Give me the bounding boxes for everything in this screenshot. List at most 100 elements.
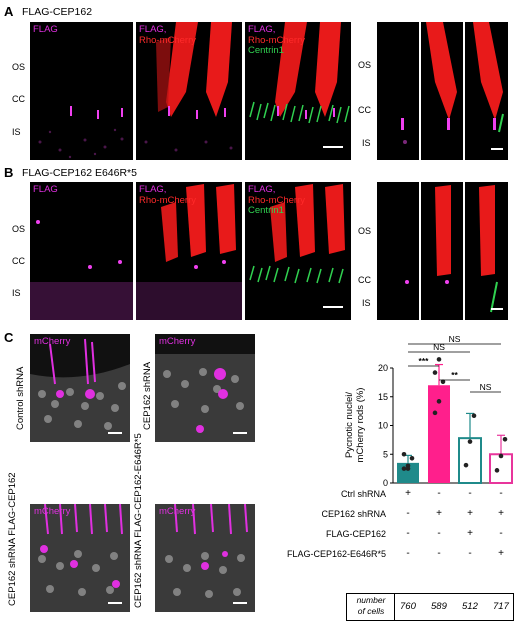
condition-label-rescue-wt: CEP162 shRNA FLAG-CEP162 <box>7 472 18 606</box>
micrograph-c-control: mCherry <box>30 334 130 442</box>
panel-c-letter: C <box>4 330 14 345</box>
tile-a3-label-1: FLAG, <box>248 24 276 35</box>
zoom-a-flag-rho <box>421 22 463 160</box>
tile-c-rescue-wt-label: mCherry <box>34 506 71 517</box>
tile-c-rescue-mut-label: mCherry <box>159 506 196 517</box>
bar <box>458 437 482 484</box>
data-point <box>498 453 504 459</box>
condition-sign: - <box>468 488 472 499</box>
bar <box>397 462 419 483</box>
y-axis-title: Pycnotic nuclei/ mCherry rods (%) <box>344 387 366 463</box>
condition-row-label: CEP162 shRNA <box>321 509 386 519</box>
zone-label-os-a-zoom: OS <box>358 60 372 70</box>
zone-label-is-b: IS <box>12 288 21 298</box>
tile-a1-label: FLAG <box>33 24 58 35</box>
data-point <box>432 370 438 375</box>
y-tick-label: 10 <box>378 421 388 431</box>
data-point <box>401 451 407 457</box>
tile-b3-label-2: Rho-mCherry <box>248 194 306 206</box>
y-tick-label: 5 <box>383 449 388 459</box>
tile-b2-label-1: FLAG, <box>139 184 167 195</box>
zoom-b-flag <box>377 182 419 320</box>
condition-sign: - <box>499 528 503 539</box>
data-point <box>432 410 438 416</box>
scale-bar <box>233 602 247 604</box>
zone-label-os-b: OS <box>12 224 26 234</box>
condition-sign: - <box>437 548 441 559</box>
micrograph-b-flag-rho: FLAG, Rho-mCherry <box>136 182 242 320</box>
zone-label-cc-b: CC <box>12 256 25 266</box>
condition-sign: + <box>467 528 473 539</box>
y-tick-label: 0 <box>383 478 388 488</box>
zone-label-is-a: IS <box>12 127 21 137</box>
scale-bar <box>491 308 503 310</box>
significance-label: NS <box>433 342 445 352</box>
condition-label-rescue-mut: CEP162 shRNA FLAG-CEP162-E646R*5 <box>133 433 144 608</box>
panel-a-letter: A <box>4 4 14 19</box>
scale-bar <box>108 432 122 434</box>
condition-sign: - <box>499 488 503 499</box>
condition-label-cep162-shrna: CEP162 shRNA <box>142 361 153 430</box>
data-point <box>467 439 473 444</box>
tile-b3-label-1: FLAG, <box>248 184 276 195</box>
zone-label-cc-a-zoom: CC <box>358 105 371 115</box>
panel-a-title: FLAG-CEP162 <box>22 6 93 18</box>
data-point <box>405 466 411 471</box>
bar <box>428 385 450 483</box>
condition-sign: - <box>406 548 410 559</box>
condition-sign: - <box>437 528 441 539</box>
micrograph-a-merge: FLAG, Rho-mCherry Centrin1 <box>245 22 351 160</box>
condition-sign: + <box>498 508 504 519</box>
bar <box>489 453 513 484</box>
micrograph-a-flag: FLAG <box>30 22 133 160</box>
condition-sign: + <box>436 508 442 519</box>
zoom-a-flag <box>377 22 419 160</box>
scale-bar <box>108 602 122 604</box>
data-point <box>436 357 442 362</box>
cell-count-value: 760 <box>400 601 416 612</box>
zone-label-os-a: OS <box>12 62 26 72</box>
tile-b3-label-3: Centrin1 <box>248 205 284 216</box>
data-point <box>471 413 477 419</box>
micrograph-b-flag: FLAG <box>30 182 133 320</box>
micrograph-c-cep162-shrna: mCherry <box>155 334 255 442</box>
condition-sign: - <box>406 528 410 539</box>
condition-sign: + <box>467 508 473 519</box>
zone-label-cc-a: CC <box>12 94 25 104</box>
data-point <box>409 455 415 461</box>
cell-count-value: 717 <box>493 601 509 612</box>
data-point <box>502 437 508 442</box>
tile-a2-label-2: Rho-mCherry <box>139 34 197 46</box>
zoom-a-merge <box>465 22 508 160</box>
tile-c-shrna-label: mCherry <box>159 336 196 347</box>
condition-sign: - <box>437 488 441 499</box>
data-point <box>405 463 411 469</box>
condition-sign: - <box>468 548 472 559</box>
tile-b1-label: FLAG <box>33 184 58 195</box>
data-point <box>494 468 500 473</box>
condition-row-label: FLAG-CEP162 <box>325 529 386 539</box>
cell-count-value: 512 <box>462 601 478 612</box>
zone-label-os-b-zoom: OS <box>358 226 372 236</box>
significance-label: NS <box>449 334 461 344</box>
cell-count-header: number of cells <box>356 595 386 616</box>
condition-row-label: FLAG-CEP162-E646R*5 <box>286 549 386 559</box>
significance-label: *** <box>419 356 430 366</box>
condition-sign: + <box>405 488 411 499</box>
condition-sign: - <box>406 508 410 519</box>
data-point <box>436 399 442 404</box>
tile-a3-label-2: Rho-mCherry <box>248 34 306 46</box>
data-point <box>401 466 407 471</box>
panel-b-letter: B <box>4 165 14 180</box>
scale-bar <box>323 306 343 308</box>
cell-count-table: number of cells 760 589 512 717 <box>346 593 514 621</box>
micrograph-a-flag-rho: FLAG, Rho-mCherry <box>136 22 242 160</box>
data-point <box>440 379 446 385</box>
significance-label: NS <box>480 382 492 392</box>
zoom-b-merge <box>465 182 508 320</box>
y-tick-label: 20 <box>378 363 388 373</box>
scale-bar <box>323 146 343 148</box>
condition-label-control: Control shRNA <box>15 366 26 430</box>
cell-count-value: 589 <box>431 601 447 612</box>
zone-label-cc-b-zoom: CC <box>358 275 371 285</box>
